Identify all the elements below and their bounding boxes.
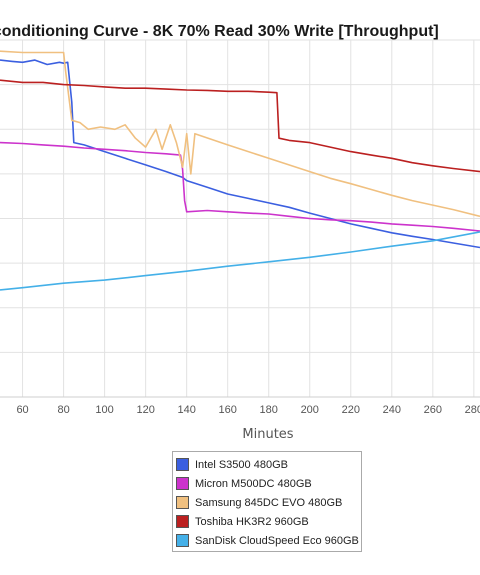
series-line-2: [0, 141, 480, 232]
series-line-3: [0, 50, 480, 218]
legend-swatch: [176, 534, 189, 547]
legend-label: Samsung 845DC EVO 480GB: [195, 496, 343, 509]
legend-swatch: [176, 515, 189, 528]
legend-swatch: [176, 477, 189, 490]
x-tick-label: 220: [342, 404, 360, 416]
legend-swatch: [176, 458, 189, 471]
legend: Intel S3500 480GB Micron M500DC 480GB Sams…: [172, 451, 362, 552]
x-tick-label: 180: [260, 404, 278, 416]
x-tick-label: 140: [177, 404, 195, 416]
series-lines: [0, 50, 480, 291]
chart-title: Preconditioning Curve - 8K 70% Read 30% …: [0, 23, 439, 40]
legend-label: Intel S3500 480GB: [195, 458, 288, 471]
x-tick-label: 260: [424, 404, 442, 416]
x-tick-label: 120: [136, 404, 154, 416]
x-tick-label: 160: [219, 404, 237, 416]
x-tick-label: 200: [301, 404, 319, 416]
series-line-5: [0, 231, 480, 291]
legend-item[interactable]: Micron M500DC 480GB: [173, 474, 361, 493]
legend-label: SanDisk CloudSpeed Eco 960GB: [195, 534, 359, 547]
legend-label: Micron M500DC 480GB: [195, 477, 312, 490]
x-tick-labels: 60 80 100 120 140 160 180 200 220 240 260 280: [16, 404, 480, 416]
x-tick-label: 100: [95, 404, 113, 416]
legend-label: Toshiba HK3R2 960GB: [195, 515, 309, 528]
x-tick-label: 240: [383, 404, 401, 416]
series-line-4: [0, 79, 480, 173]
legend-item[interactable]: Intel S3500 480GB: [173, 455, 361, 474]
legend-item[interactable]: Toshiba HK3R2 960GB: [173, 512, 361, 531]
legend-item[interactable]: Samsung 845DC EVO 480GB: [173, 493, 361, 512]
x-tick-label: 280: [465, 404, 480, 416]
legend-swatch: [176, 496, 189, 509]
x-tick-label: 60: [16, 404, 28, 416]
legend-item[interactable]: SanDisk CloudSpeed Eco 960GB: [173, 531, 361, 550]
x-axis-title: Minutes: [242, 427, 293, 442]
x-tick-label: 80: [57, 404, 69, 416]
